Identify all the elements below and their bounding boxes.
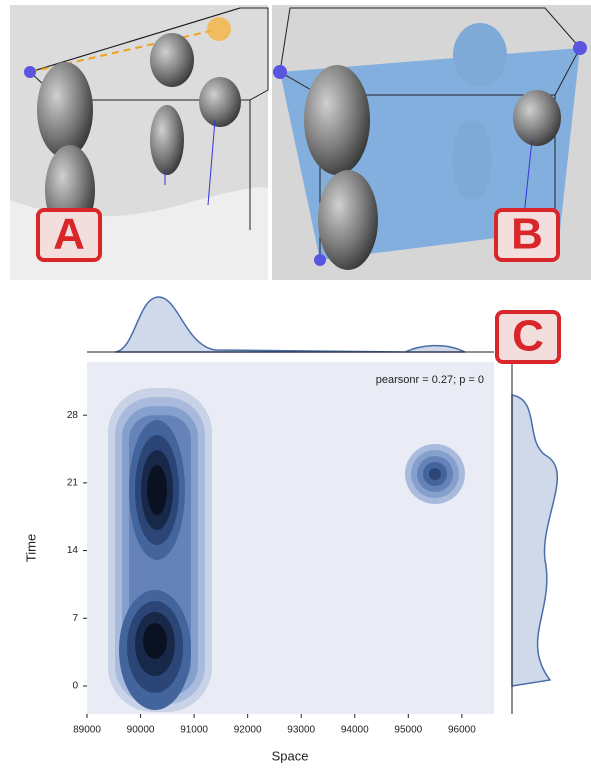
x-tick-label: 89000 xyxy=(73,725,101,736)
x-axis-label: Space xyxy=(272,748,309,763)
y-tick-label: 0 xyxy=(72,681,78,692)
y-axis-label: Time xyxy=(23,534,38,562)
y-tick-label: 7 xyxy=(72,613,78,624)
marginal-y xyxy=(512,395,557,686)
contour xyxy=(429,468,441,480)
x-tick-label: 94000 xyxy=(341,725,369,736)
panel-label: B xyxy=(511,210,543,259)
x-tick-label: 93000 xyxy=(287,725,315,736)
contour xyxy=(143,623,167,659)
panel-b: B xyxy=(272,5,591,280)
x-tick-label: 90000 xyxy=(127,725,155,736)
panel-label: A xyxy=(53,210,85,259)
x-tick-label: 91000 xyxy=(180,725,208,736)
x-tick-label: 96000 xyxy=(448,725,476,736)
y-tick-label: 28 xyxy=(67,410,79,421)
panel-label: C xyxy=(512,312,544,361)
x-tick-label: 95000 xyxy=(394,725,422,736)
marginal-x xyxy=(115,297,465,352)
annotation: pearsonr = 0.27; p = 0 xyxy=(376,374,484,386)
x-tick-label: 92000 xyxy=(234,725,262,736)
contour xyxy=(147,465,167,515)
y-tick-label: 14 xyxy=(67,545,79,556)
joint-plot: C pearsonr = 0.27; p = 0 Space Time 8900… xyxy=(23,297,559,763)
panel-a: A xyxy=(10,5,268,280)
figure: A B C pearsonr = 0.27; p = 0 Space Time … xyxy=(0,0,591,766)
y-tick-label: 21 xyxy=(67,478,79,489)
